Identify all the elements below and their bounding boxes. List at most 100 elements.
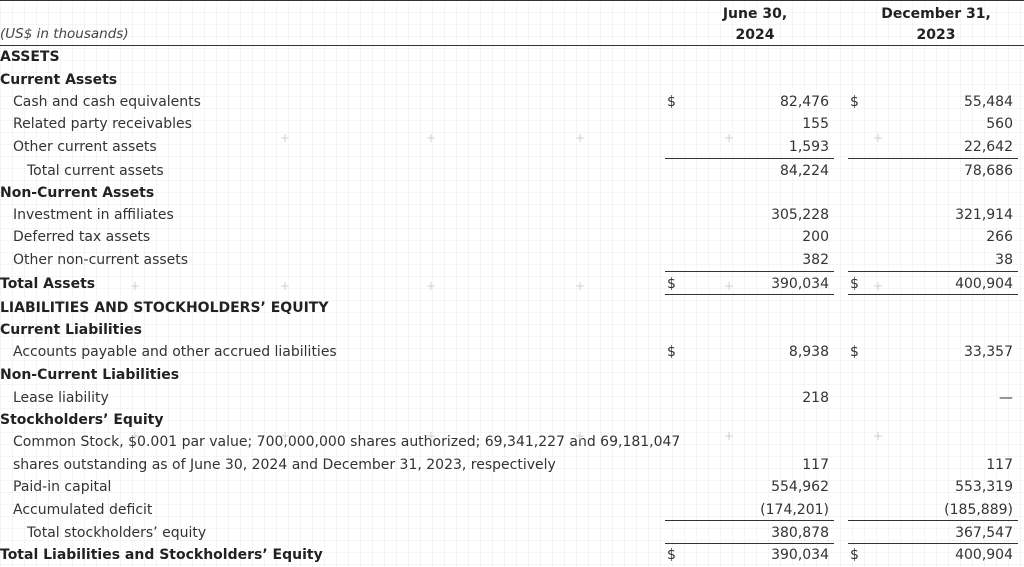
row-label: LIABILITIES AND STOCKHOLDERS’ EQUITY (0, 300, 329, 316)
row-label: Cash and cash equivalents (13, 94, 201, 110)
grid-cross-mark: + (426, 131, 437, 145)
value-dec: 55,484 (964, 94, 1013, 110)
grid-cross-mark: + (575, 279, 586, 293)
row-label: Total Liabilities and Stockholders’ Equi… (0, 547, 323, 563)
value-june: 218 (802, 390, 829, 406)
grid-cross-mark: + (724, 279, 735, 293)
value-june: 382 (802, 252, 829, 268)
value-dec: 321,914 (955, 207, 1013, 223)
grid-cross-mark: + (575, 429, 586, 443)
col-dec-header-line2: 2023 (916, 27, 956, 43)
total-rule (848, 294, 1018, 295)
value-dec: 400,904 (955, 547, 1013, 563)
dollar-sign: $ (667, 547, 676, 563)
row-label: Lease liability (13, 390, 109, 406)
value-june: 390,034 (771, 276, 829, 292)
row-label: Other current assets (13, 139, 157, 155)
dollar-sign: $ (667, 276, 676, 292)
subtotal-rule (665, 543, 834, 544)
row-noncurrent-assets: Non-Current Assets (0, 183, 1024, 205)
value-dec: 266 (986, 229, 1013, 245)
row-label: Accumulated deficit (13, 502, 153, 518)
row-lease-liability: Lease liability 218 — (0, 388, 1024, 410)
value-june: 554,962 (771, 479, 829, 495)
subtotal-rule (665, 520, 834, 521)
value-june: 155 (802, 116, 829, 132)
grid-cross-mark: + (280, 131, 291, 145)
row-label: ASSETS (0, 49, 60, 65)
value-dec: 78,686 (964, 163, 1013, 179)
value-dec: 117 (986, 457, 1013, 473)
value-june: 8,938 (788, 344, 829, 360)
value-dec: 367,547 (955, 525, 1013, 541)
row-label: Total Assets (0, 276, 96, 292)
row-label: Non-Current Assets (0, 185, 155, 201)
dollar-sign: $ (850, 94, 859, 110)
row-label: Paid-in capital (13, 479, 112, 495)
row-common-stock-line1: Common Stock, $0.001 par value; 700,000,… (0, 432, 1024, 454)
row-total-liabilities-equity: Total Liabilities and Stockholders’ Equi… (0, 545, 1024, 567)
value-june: 390,034 (771, 547, 829, 563)
grid-cross-mark: + (873, 279, 884, 293)
value-june: 84,224 (780, 163, 829, 179)
value-june: (174,201) (760, 502, 829, 518)
row-total-current: Total current assets 84,224 78,686 (0, 161, 1024, 183)
subtotal-rule (665, 271, 834, 272)
value-june: 117 (802, 457, 829, 473)
grid-cross-mark: + (724, 131, 735, 145)
subtotal-rule (848, 158, 1018, 159)
grid-cross-mark: + (575, 131, 586, 145)
value-dec: (185,889) (944, 502, 1013, 518)
subtotal-rule (848, 520, 1018, 521)
row-common-stock-line2: shares outstanding as of June 30, 2024 a… (0, 455, 1024, 477)
row-label: shares outstanding as of June 30, 2024 a… (13, 457, 556, 473)
units-label: (US$ in thousands) (0, 26, 129, 42)
row-paid-in-capital: Paid-in capital 554,962 553,319 (0, 477, 1024, 499)
row-label: Stockholders’ Equity (0, 412, 164, 428)
dollar-sign: $ (667, 94, 676, 110)
subtotal-rule (848, 543, 1018, 544)
subtotal-rule (848, 271, 1018, 272)
row-label: Common Stock, $0.001 par value; 700,000,… (13, 434, 681, 450)
row-label: Total stockholders’ equity (27, 525, 207, 541)
row-stockholders-equity: Stockholders’ Equity (0, 410, 1024, 432)
row-current-liabilities: Current Liabilities (0, 320, 1024, 342)
dollar-sign: $ (850, 344, 859, 360)
row-label: Current Assets (0, 72, 118, 88)
row-label: Related party receivables (13, 116, 192, 132)
grid-cross-mark: + (130, 429, 141, 443)
row-investment: Investment in affiliates 305,228 321,914 (0, 205, 1024, 227)
grid-cross-mark: + (873, 131, 884, 145)
grid-cross-mark: + (280, 279, 291, 293)
total-rule (665, 294, 834, 295)
grid-cross-mark: + (724, 429, 735, 443)
row-accumulated-deficit: Accumulated deficit (174,201) (185,889) (0, 500, 1024, 522)
row-other-noncurrent: Other non-current assets 382 38 (0, 250, 1024, 272)
row-cash: Cash and cash equivalents $ 82,476 $ 55,… (0, 92, 1024, 114)
value-june: 1,593 (788, 139, 829, 155)
value-dec: — (999, 390, 1013, 406)
dollar-sign: $ (667, 344, 676, 360)
row-deferred-tax: Deferred tax assets 200 266 (0, 227, 1024, 249)
row-accounts-payable: Accounts payable and other accrued liabi… (0, 342, 1024, 364)
row-liabilities-equity-header: LIABILITIES AND STOCKHOLDERS’ EQUITY (0, 298, 1024, 320)
row-label: Other non-current assets (13, 252, 189, 268)
value-dec: 38 (995, 252, 1013, 268)
row-related-party: Related party receivables 155 560 (0, 114, 1024, 136)
value-dec: 400,904 (955, 276, 1013, 292)
value-dec: 560 (986, 116, 1013, 132)
row-label: Current Liabilities (0, 322, 142, 338)
row-total-assets: Total Assets $ 390,034 $ 400,904 (0, 274, 1024, 296)
col-june-header-line2: 2024 (735, 27, 775, 43)
col-dec-header-line1: December 31, (881, 6, 991, 22)
value-dec: 33,357 (964, 344, 1013, 360)
header-rule (0, 45, 1024, 46)
row-label: Accounts payable and other accrued liabi… (13, 344, 337, 360)
row-assets: ASSETS (0, 47, 1024, 69)
subtotal-rule (665, 158, 834, 159)
grid-cross-mark: + (280, 429, 291, 443)
col-june-header-line1: June 30, (722, 6, 788, 22)
top-rule (0, 0, 1024, 1)
value-dec: 553,319 (955, 479, 1013, 495)
